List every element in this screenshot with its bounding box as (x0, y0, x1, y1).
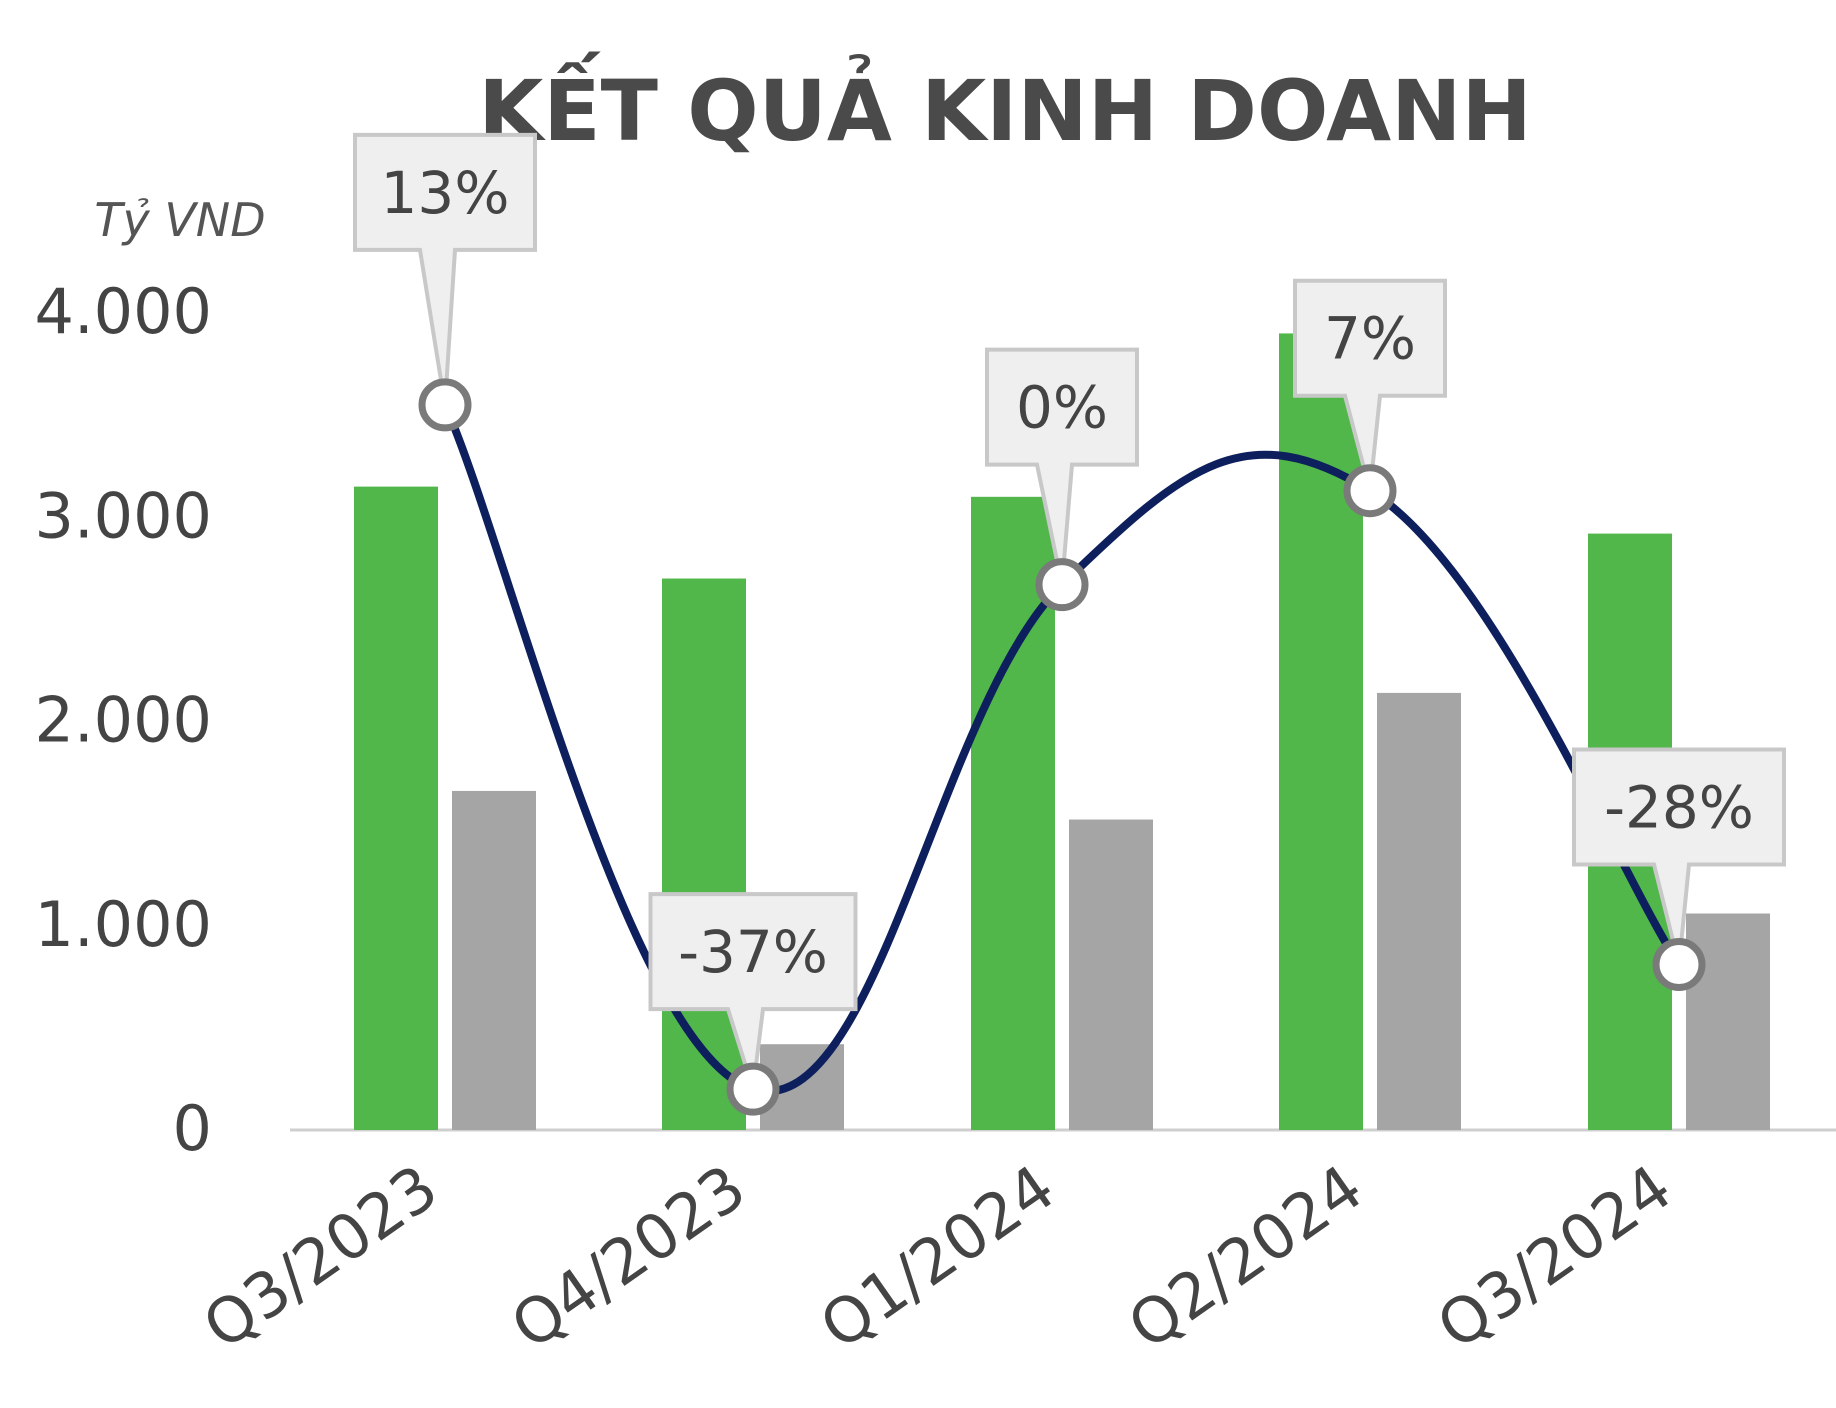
line-point-marker (1343, 464, 1397, 518)
callout-box (353, 132, 537, 406)
growth-callouts: 13% -37% 0% 7% -28% (353, 132, 1786, 1116)
y-axis-unit: Tỷ VND (94, 193, 265, 247)
growth-line (441, 400, 1683, 1096)
bar-gray (1069, 819, 1153, 1130)
callout-box (1572, 747, 1786, 966)
bar-green (1279, 333, 1363, 1130)
callout: 13% (353, 132, 537, 432)
y-axis-ticks: 0 1.000 2.000 3.000 4.000 (35, 275, 213, 1165)
bar-gray (452, 790, 536, 1130)
growth-label: -28% (1604, 774, 1754, 842)
y-tick-label: 0 (173, 1092, 212, 1165)
callout: -37% (648, 892, 858, 1116)
x-category-label: Q3/2023 (190, 1150, 451, 1363)
callout-box (1293, 278, 1447, 492)
growth-line-series (441, 400, 1683, 1096)
callout: 7% (1293, 278, 1447, 518)
bar-gray (1377, 692, 1461, 1130)
growth-label: 7% (1324, 305, 1416, 373)
callout-box (648, 892, 858, 1090)
line-point-marker (726, 1062, 780, 1116)
line-point-marker (1652, 938, 1706, 992)
callout: -28% (1572, 747, 1786, 992)
y-tick-label: 2.000 (35, 684, 213, 757)
y-tick-label: 3.000 (35, 479, 213, 552)
growth-label: -37% (678, 918, 828, 986)
line-point-marker (1035, 558, 1089, 612)
x-category-label: Q3/2024 (1424, 1150, 1685, 1363)
callout: 0% (985, 347, 1139, 612)
y-tick-label: 1.000 (35, 888, 213, 961)
callout-box (985, 347, 1139, 586)
y-tick-label: 4.000 (35, 275, 213, 348)
bar-green (354, 486, 438, 1130)
x-category-label: Q2/2024 (1115, 1150, 1376, 1363)
bar-gray (1686, 913, 1770, 1130)
x-axis-categories: Q3/2023 Q4/2023 Q1/2024 Q2/2024 Q3/2024 (190, 1150, 1685, 1363)
chart-title: KẾT QUẢ KINH DOANH (478, 51, 1532, 160)
x-category-label: Q1/2024 (807, 1150, 1068, 1363)
growth-label: 0% (1016, 374, 1108, 442)
line-point-marker (418, 378, 472, 432)
x-category-label: Q4/2023 (498, 1150, 759, 1363)
bar-green (662, 578, 746, 1130)
growth-label: 13% (381, 159, 510, 227)
